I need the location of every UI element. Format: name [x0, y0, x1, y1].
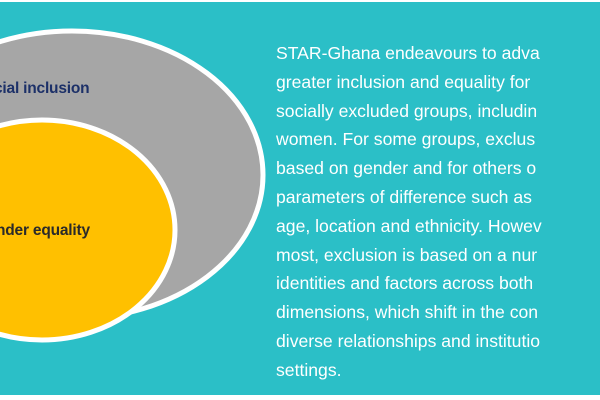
gender-equality-circle: [0, 117, 178, 343]
social-inclusion-label: cial inclusion: [0, 80, 90, 97]
description-paragraph: STAR-Ghana endeavours to adva greater in…: [276, 43, 542, 380]
gender-equality-label: nder equality: [0, 222, 90, 239]
nested-circles-diagram: [0, 28, 266, 343]
